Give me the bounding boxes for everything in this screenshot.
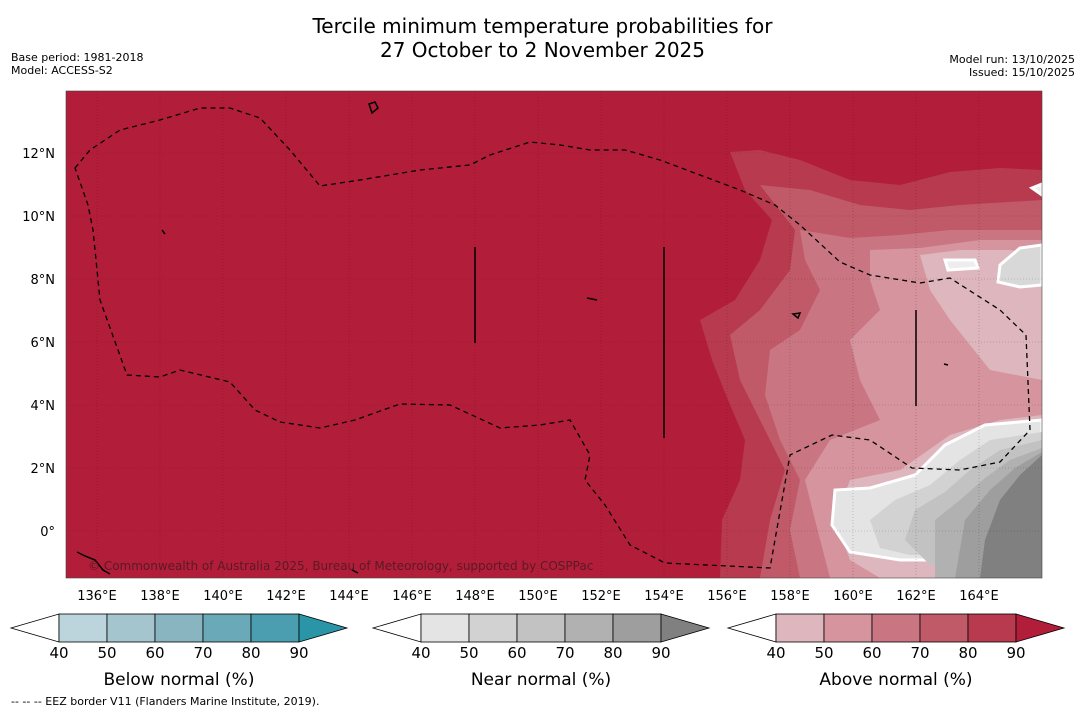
coast-islet-west (161, 229, 166, 235)
lat-label: 2°N (31, 462, 56, 477)
lon-label: 162°E (896, 589, 936, 604)
near-swatch-70 (564, 613, 614, 643)
lon-label: 136°E (77, 589, 117, 604)
near-extend-high (660, 613, 711, 643)
near-tick: 80 (603, 644, 622, 662)
legend-above-normal: 40 50 60 70 80 90 Above normal (%) (726, 613, 1066, 690)
lon-label: 150°E (518, 589, 558, 604)
lon-label: 164°E (959, 589, 999, 604)
legend-near-normal: 40 50 60 70 80 90 Near normal (%) (371, 613, 711, 690)
coast-islet-pohnpei (791, 312, 802, 320)
near-normal-patch-east (996, 243, 1042, 289)
coast-islet-south (351, 569, 359, 574)
below-swatch-50 (106, 613, 156, 643)
near-tick: 70 (555, 644, 574, 662)
lon-label: 138°E (140, 589, 180, 604)
lon-label: 158°E (770, 589, 810, 604)
above-extend-high (1015, 613, 1066, 643)
above-tick: 40 (766, 644, 785, 662)
above-extend-low (726, 613, 777, 643)
near-title: Near normal (%) (471, 670, 611, 690)
above-tick: 60 (862, 644, 881, 662)
lon-label: 144°E (329, 589, 369, 604)
below-extend-low (9, 613, 60, 643)
below-tick: 70 (193, 644, 212, 662)
lon-label: 142°E (266, 589, 306, 604)
model-name: Model: ACCESS-S2 (11, 64, 113, 77)
longitude-labels: 136°E 138°E 140°E 142°E 144°E 146°E 148°… (77, 589, 999, 604)
lat-label: 0° (40, 525, 55, 540)
coastlines (76, 101, 949, 575)
above-swatch-50 (823, 613, 873, 643)
lon-label: 156°E (707, 589, 747, 604)
below-swatch-40 (58, 613, 108, 643)
above-swatch-60 (871, 613, 921, 643)
probability-field: © Commonwealth of Australia 2025, Bureau… (66, 91, 1042, 578)
below-swatch-80 (250, 613, 300, 643)
below-swatch-60 (154, 613, 204, 643)
below-swatch-70 (202, 613, 252, 643)
map-frame (65, 90, 1043, 579)
lon-label: 154°E (644, 589, 684, 604)
coast-north-islet (368, 101, 379, 115)
title-line-1: Tercile minimum temperature probabilitie… (312, 14, 773, 38)
issued-date: Issued: 15/10/2025 (968, 66, 1075, 79)
near-normal-notch (1028, 182, 1042, 197)
above-tick: 90 (1006, 644, 1025, 662)
lon-label: 140°E (203, 589, 243, 604)
above-swatch-80 (967, 613, 1017, 643)
near-90-region (980, 455, 1042, 578)
near-extend-low (371, 613, 422, 643)
lon-label: 148°E (455, 589, 495, 604)
lat-label: 8°N (31, 273, 56, 288)
eez-border (74, 107, 1031, 569)
below-tick: 40 (49, 644, 68, 662)
lat-label: 6°N (31, 336, 56, 351)
legend-below-normal: 40 50 60 70 80 90 Below normal (%) (9, 613, 349, 690)
latitude-labels: 12°N 10°N 8°N 6°N 4°N 2°N 0° (22, 147, 55, 540)
meta-right: Model run: 13/10/2025 Issued: 15/10/2025 (949, 53, 1075, 79)
near-swatch-40 (420, 613, 470, 643)
near-swatch-50 (468, 613, 518, 643)
lon-label: 146°E (392, 589, 432, 604)
near-swatch-60 (516, 613, 566, 643)
near-tick: 90 (651, 644, 670, 662)
near-tick: 50 (459, 644, 478, 662)
lat-label: 12°N (22, 147, 55, 162)
lat-label: 10°N (22, 210, 55, 225)
eez-footnote: -- -- -- EEZ border V11 (Flanders Marine… (11, 695, 320, 708)
above-tick: 80 (958, 644, 977, 662)
below-tick: 60 (145, 644, 164, 662)
above-tick: 50 (814, 644, 833, 662)
below-tick: 90 (289, 644, 308, 662)
title-line-2: 27 October to 2 November 2025 (379, 38, 706, 62)
near-tick: 40 (411, 644, 430, 662)
coast-islets-sw (76, 551, 111, 575)
below-tick: 50 (97, 644, 116, 662)
coast-islet-east (943, 363, 949, 366)
graticule (66, 91, 1042, 578)
meta-left: Base period: 1981-2018 Model: ACCESS-S2 (11, 51, 143, 77)
above-title: Above normal (%) (819, 670, 972, 690)
lat-label: 4°N (31, 399, 56, 414)
below-title: Below normal (%) (104, 670, 255, 690)
base-period: Base period: 1981-2018 (11, 51, 144, 64)
below-extend-high (298, 613, 349, 643)
above-swatch-40 (775, 613, 825, 643)
model-run: Model run: 13/10/2025 (949, 53, 1075, 66)
near-normal-patch-small (942, 258, 981, 272)
lon-label: 152°E (581, 589, 621, 604)
lon-label: 160°E (833, 589, 873, 604)
map-title: Tercile minimum temperature probabilitie… (0, 14, 1085, 62)
above-tick: 70 (910, 644, 929, 662)
near-swatch-80 (612, 613, 662, 643)
map-copyright: © Commonwealth of Australia 2025, Bureau… (88, 559, 593, 573)
below-tick: 80 (241, 644, 260, 662)
near-tick: 60 (507, 644, 526, 662)
above-swatch-70 (919, 613, 969, 643)
coast-islet-central (586, 297, 598, 301)
